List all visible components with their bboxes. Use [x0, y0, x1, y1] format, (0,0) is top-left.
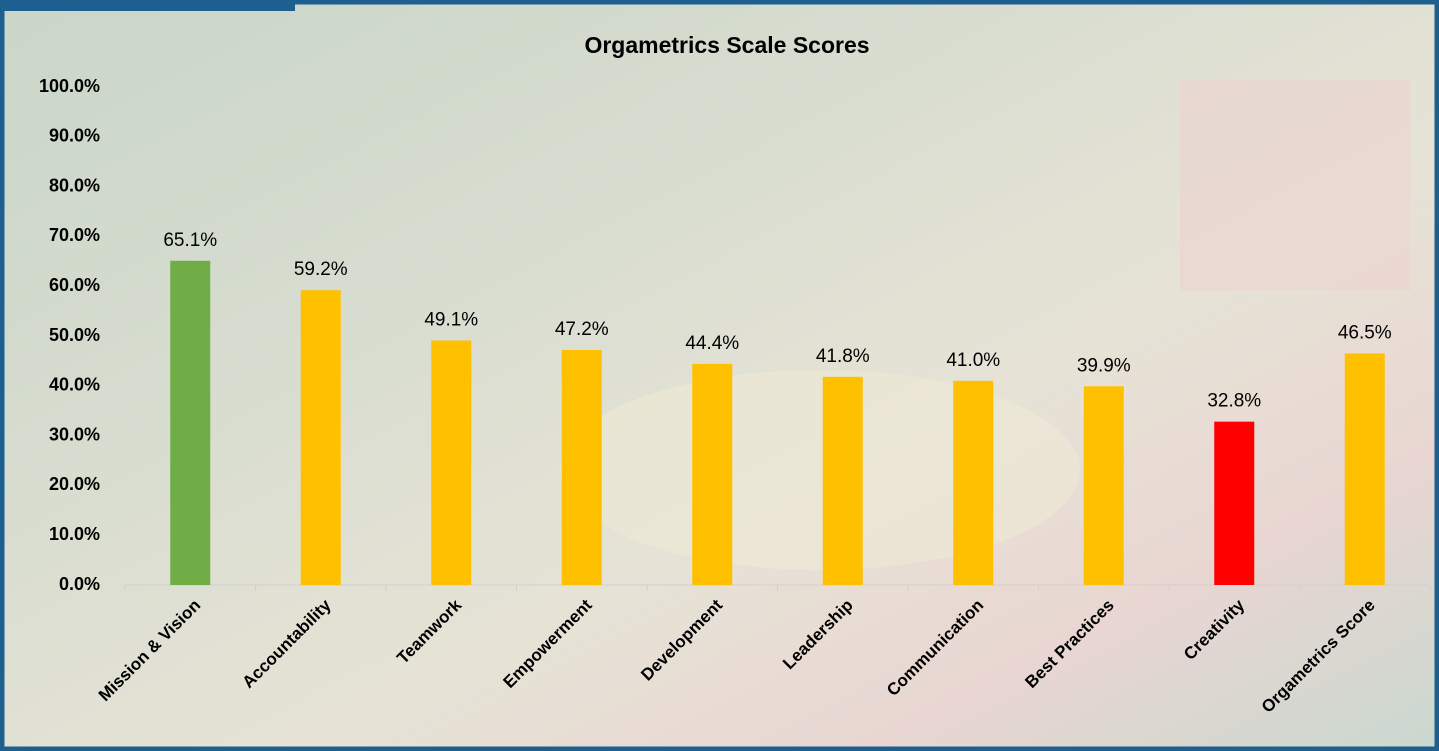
- y-tick-label: 0.0%: [59, 574, 100, 594]
- y-tick-label: 50.0%: [49, 325, 100, 345]
- tab: [0, 0, 295, 11]
- bar: [431, 340, 471, 585]
- bar: [301, 290, 341, 585]
- bar: [823, 377, 863, 585]
- y-tick-label: 40.0%: [49, 375, 100, 395]
- bar: [692, 364, 732, 585]
- y-tick-label: 80.0%: [49, 175, 100, 195]
- background-shape: [1180, 80, 1410, 290]
- chart-title: Orgametrics Scale Scores: [584, 32, 869, 58]
- bar: [1084, 386, 1124, 585]
- value-label: 44.4%: [685, 333, 739, 354]
- value-label: 49.1%: [424, 309, 478, 330]
- y-tick-label: 70.0%: [49, 225, 100, 245]
- value-label: 59.2%: [294, 259, 348, 280]
- y-tick-label: 90.0%: [49, 126, 100, 146]
- y-tick-label: 100.0%: [39, 76, 100, 96]
- value-label: 32.8%: [1207, 391, 1261, 412]
- bar: [1345, 353, 1385, 585]
- y-tick-label: 60.0%: [49, 275, 100, 295]
- value-label: 39.9%: [1077, 355, 1131, 376]
- chart: Orgametrics Scale Scores 0.0% 10.0% 20.0% 3…: [0, 0, 1439, 751]
- background-shape: [560, 370, 1080, 570]
- bar: [1214, 422, 1254, 585]
- bar: [562, 350, 602, 585]
- value-label: 47.2%: [555, 319, 609, 340]
- value-label: 65.1%: [163, 230, 217, 251]
- page: Orgametrics Scale Scores 0.0% 10.0% 20.0% 3…: [0, 0, 1439, 751]
- y-tick-label: 10.0%: [49, 524, 100, 544]
- value-label: 46.5%: [1338, 322, 1392, 343]
- y-tick-label: 30.0%: [49, 424, 100, 444]
- value-label: 41.8%: [816, 346, 870, 367]
- bar: [170, 261, 210, 585]
- y-tick-label: 20.0%: [49, 474, 100, 494]
- bar: [953, 381, 993, 585]
- value-label: 41.0%: [946, 350, 1000, 371]
